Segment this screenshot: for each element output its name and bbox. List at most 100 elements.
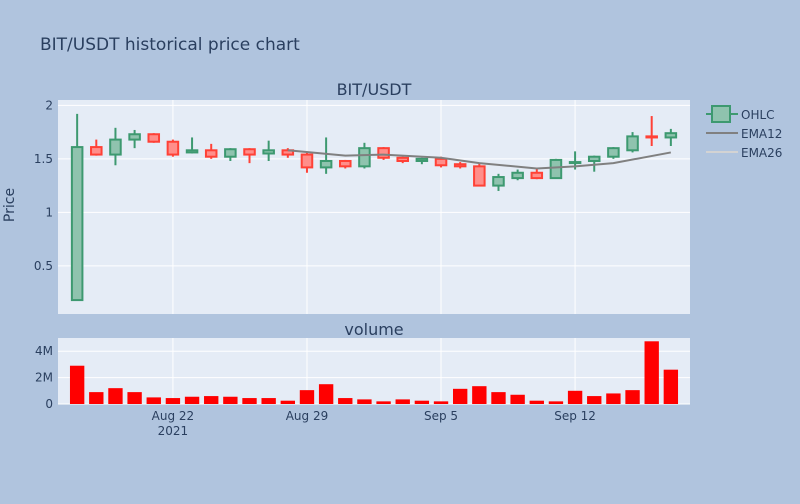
legend-item-ema12[interactable]: EMA12 [706, 127, 782, 141]
candlestick-body [530, 171, 544, 180]
candlestick-series [70, 113, 678, 302]
volume-bar [529, 400, 544, 404]
candlestick-body [204, 149, 218, 158]
candlestick [549, 158, 563, 180]
volume-bar [587, 396, 602, 404]
candlestick-body [607, 147, 620, 158]
volume-bar [510, 394, 525, 404]
candlestick-body [434, 157, 448, 167]
candlestick [492, 173, 505, 191]
candlestick-body [415, 157, 429, 162]
candlestick-body [147, 133, 161, 143]
candlestick-body [319, 159, 333, 169]
legend-label-ema26: EMA26 [741, 146, 782, 160]
candlestick-body [568, 161, 582, 165]
volume-bar [242, 398, 257, 404]
candlestick [147, 133, 161, 143]
volume-bar [165, 398, 181, 404]
candlestick [339, 159, 352, 169]
candlestick [664, 128, 678, 147]
volume-y-tick-label: 2M [35, 371, 53, 385]
legend-item-ema26[interactable]: EMA26 [706, 146, 782, 160]
candlestick-body [128, 133, 141, 141]
candlestick-body [453, 163, 467, 168]
volume-bar [395, 399, 410, 404]
candlestick-body [626, 135, 639, 152]
candlestick-body [90, 146, 103, 156]
candlestick [415, 157, 429, 165]
candlestick [530, 168, 544, 180]
legend-item-ohlc[interactable]: OHLC [706, 105, 775, 123]
volume-bar [453, 388, 468, 404]
candlestick [473, 163, 486, 187]
candlestick [396, 156, 409, 164]
candlestick [128, 129, 141, 149]
candlestick [262, 140, 275, 161]
candlestick [319, 137, 333, 174]
candlestick-body [185, 149, 199, 154]
volume-bar [606, 393, 621, 404]
price-y-tick-label: 0.5 [34, 259, 53, 273]
volume-bar [146, 397, 161, 404]
volume-bar [318, 384, 334, 404]
legend-label-ohlc: OHLC [741, 108, 775, 122]
candlestick [511, 169, 524, 181]
volume-bar [223, 396, 238, 404]
volume-bar [491, 392, 506, 404]
candlestick-body [70, 146, 84, 302]
price-plot-background [58, 100, 690, 314]
volume-y-tick-label: 4M [35, 344, 53, 358]
candlestick-body [358, 147, 371, 168]
volume-bar [184, 396, 200, 404]
candlestick-body [549, 158, 563, 180]
volume-bar [663, 369, 679, 404]
candlestick-body [645, 135, 658, 139]
volume-gridlines [58, 338, 690, 405]
price-y-tick-label: 1 [45, 205, 53, 219]
x-tick-label: Sep 12 [554, 409, 596, 423]
ema12-series [287, 149, 672, 170]
candlestick [607, 147, 620, 159]
x-tick-label: Sep 5 [424, 409, 458, 423]
volume-bar [644, 341, 659, 404]
y-axis-label: Price [2, 188, 18, 222]
candlestick-body [224, 148, 237, 158]
price-gridlines [58, 100, 690, 314]
volume-bar [472, 386, 487, 404]
volume-series [69, 341, 679, 404]
price-subplot-title: BIT/USDT [337, 80, 412, 99]
candlestick [300, 151, 314, 173]
volume-bar [108, 388, 123, 404]
volume-bar [567, 390, 583, 404]
candlestick-body [587, 155, 601, 162]
candlestick-body [339, 159, 352, 168]
candlestick [243, 148, 256, 164]
candlestick [587, 155, 601, 172]
candlestick [166, 139, 180, 157]
price-y-tick-labels: 0.5 1 1.5 2 [34, 98, 53, 273]
chart-title: BIT/USDT historical price chart [40, 35, 300, 55]
candlestick-body [166, 140, 180, 156]
legend-label-ema12: EMA12 [741, 127, 782, 141]
price-y-tick-label: 2 [45, 98, 53, 112]
legend[interactable]: OHLC EMA12 EMA26 [706, 105, 782, 160]
volume-bar [261, 398, 276, 404]
candlestick [70, 113, 84, 302]
candlestick [626, 132, 639, 153]
candlestick-body [396, 156, 409, 162]
volume-bar [433, 401, 449, 404]
candlestick-body [109, 138, 122, 156]
candlestick [90, 139, 103, 156]
x-tick-label: Aug 29 [286, 409, 329, 423]
volume-bar [414, 400, 430, 404]
volume-bar [204, 396, 219, 404]
volume-bar [69, 365, 85, 404]
volume-bar [548, 401, 564, 404]
x-tick-label: Aug 22 [152, 409, 195, 423]
candlestick-body [492, 176, 505, 187]
volume-y-tick-label: 0 [45, 397, 53, 411]
volume-bar [299, 390, 315, 404]
volume-bar [127, 392, 142, 404]
